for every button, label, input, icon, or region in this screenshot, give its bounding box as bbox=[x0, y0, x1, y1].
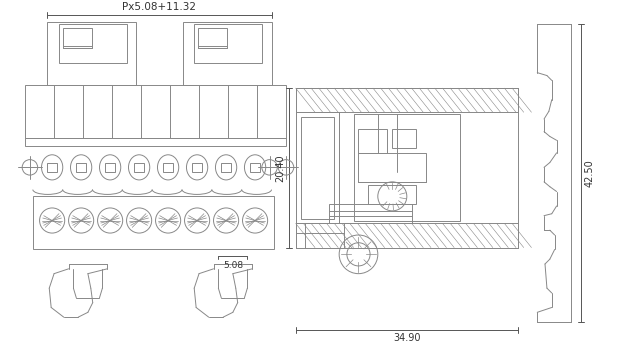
Bar bbox=[59, 24, 127, 63]
Bar bbox=[63, 28, 92, 48]
Bar bbox=[358, 153, 426, 182]
Text: 42.50: 42.50 bbox=[585, 159, 595, 187]
Bar bbox=[47, 22, 136, 85]
Bar bbox=[33, 196, 275, 249]
Bar bbox=[358, 129, 387, 153]
Text: 5.08: 5.08 bbox=[223, 261, 243, 270]
Bar bbox=[295, 223, 344, 248]
Bar bbox=[25, 85, 286, 138]
Bar bbox=[194, 24, 262, 63]
Bar bbox=[295, 88, 518, 112]
Bar bbox=[192, 163, 202, 172]
Bar bbox=[295, 223, 518, 248]
Bar bbox=[368, 185, 416, 204]
Bar bbox=[221, 163, 231, 172]
Bar bbox=[295, 88, 518, 248]
Bar bbox=[329, 204, 411, 223]
Bar bbox=[353, 114, 460, 221]
Text: 34.90: 34.90 bbox=[393, 333, 421, 343]
Bar bbox=[105, 163, 115, 172]
Bar bbox=[301, 117, 335, 218]
Bar bbox=[250, 163, 260, 172]
Bar bbox=[183, 22, 272, 85]
Bar bbox=[76, 163, 86, 172]
Bar bbox=[25, 138, 286, 146]
Bar bbox=[295, 112, 339, 223]
Text: 20.40: 20.40 bbox=[275, 154, 285, 182]
Bar bbox=[134, 163, 144, 172]
Bar bbox=[392, 129, 416, 148]
Text: Px5.08+11.32: Px5.08+11.32 bbox=[122, 2, 197, 12]
Bar bbox=[47, 163, 57, 172]
Bar bbox=[163, 163, 173, 172]
Bar bbox=[198, 28, 227, 48]
